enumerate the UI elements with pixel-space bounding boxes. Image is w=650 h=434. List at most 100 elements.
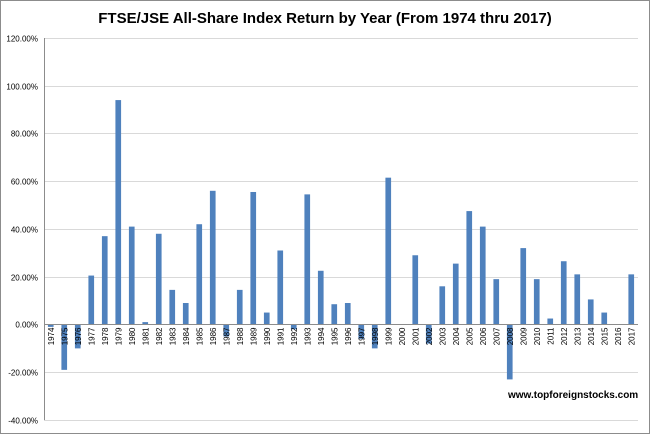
bar-1989 [250,191,257,325]
bar-1986 [209,190,216,325]
x-tick-label: 1982 [155,327,164,345]
bar-2005 [466,211,473,325]
y-tick-label: 20.00% [11,274,38,283]
x-tick-label: 2009 [519,327,528,345]
x-tick-label: 2003 [438,327,447,345]
x-tick-label: 2015 [600,327,609,345]
bar-1977 [88,275,95,325]
bar-1990 [263,312,270,325]
bar-1992 [290,324,297,330]
bar-2008 [506,324,513,380]
bar-2001 [412,255,419,325]
bar-1982 [155,233,162,325]
x-tick-label: 1988 [236,327,245,345]
bar-2012 [560,261,567,325]
bars [47,100,635,380]
x-tick-label: 2017 [627,327,636,345]
bar-1995 [331,304,338,325]
x-tick-label: 1993 [303,327,312,345]
x-tick-label: 1980 [128,327,137,345]
x-tick-label: 2011 [546,327,555,345]
bar-1981 [142,322,149,325]
y-tick-label: 120.00% [6,35,38,44]
y-tick-label: -40.00% [8,417,38,426]
x-tick-label: 2006 [479,327,488,345]
bar-2013 [574,274,581,325]
x-tick-label: 1994 [317,327,326,345]
bar-1978 [101,236,108,325]
bar-1994 [317,270,324,325]
bar-1988 [236,289,243,325]
bar-2007 [493,279,500,325]
x-tick-label: 2004 [452,327,461,345]
bar-2009 [520,248,527,325]
bar-1979 [115,100,122,325]
bar-1975 [61,324,68,370]
bar-1974 [47,324,54,327]
x-tick-label: 2012 [560,327,569,345]
x-tick-label: 2016 [614,327,623,345]
x-tick-label: 1997 [357,327,366,345]
x-tick-label: 2010 [533,327,542,345]
x-tick-label: 1996 [344,327,353,345]
bar-1980 [128,226,135,325]
x-tick-label: 1991 [276,327,285,345]
x-tick-label: 1984 [182,327,191,345]
x-tick-label: 1975 [60,327,69,345]
x-tick-label: 2002 [425,327,434,345]
bar-2011 [547,318,554,325]
x-tick-label: 2008 [506,327,515,345]
bar-1998 [371,324,378,349]
x-tick-label: 2014 [587,327,596,345]
x-tick-label: 1976 [74,327,83,345]
x-tick-label: 1999 [384,327,393,345]
x-tick-label: 1977 [87,327,96,345]
x-tick-label: 1987 [222,327,231,345]
y-tick-label: 80.00% [11,130,38,139]
x-tick-label: 1974 [47,327,56,345]
y-tick-label: 40.00% [11,226,38,235]
bar-2010 [533,279,540,325]
x-tick-label: 2005 [465,327,474,345]
x-tick-label: 2013 [573,327,582,345]
y-tick-label: 60.00% [11,178,38,187]
bar-2003 [439,286,446,325]
x-tick-label: 1989 [249,327,258,345]
bar-2015 [601,312,608,325]
x-tick-label: 1986 [209,327,218,345]
bar-1976 [74,324,81,349]
bar-1983 [169,289,176,325]
bar-1999 [385,177,392,325]
x-tick-label: 2007 [492,327,501,345]
x-tick-label: 1990 [263,327,272,345]
x-tick-label: 1979 [114,327,123,345]
y-tick-label: 0.00% [15,321,38,330]
x-tick-label: 1998 [371,327,380,345]
y-tick-label: -20.00% [8,369,38,378]
x-tick-label: 1992 [290,327,299,345]
x-tick-label: 1981 [141,327,150,345]
bar-1997 [358,324,365,339]
bar-2006 [479,226,486,325]
bar-1985 [196,224,203,325]
bar-2017 [628,274,635,325]
bar-1984 [182,303,189,325]
chart-title: FTSE/JSE All-Share Index Return by Year … [98,10,552,27]
bar-2004 [452,263,459,325]
watermark-text: www.topforeignstocks.com [507,390,638,401]
bar-2002 [425,324,432,344]
y-tick-label: 100.00% [6,83,38,92]
x-tick-label: 2001 [411,327,420,345]
x-tick-label: 1995 [330,327,339,345]
y-tick-labels: -40.00% -20.00% 0.00% 20.00% 40.00% 60.00% 80.… [6,35,38,426]
bar-2014 [587,299,594,325]
x-tick-label: 1983 [168,327,177,345]
x-tick-label: 1985 [195,327,204,345]
x-tick-label: 2000 [398,327,407,345]
bar-1993 [304,194,311,325]
x-tick-label: 1978 [101,327,110,345]
bar-1987 [223,324,230,337]
x-tick-labels: 1974 1975 1976 1977 1978 1979 1980 1981 1982 1983… [47,327,637,345]
